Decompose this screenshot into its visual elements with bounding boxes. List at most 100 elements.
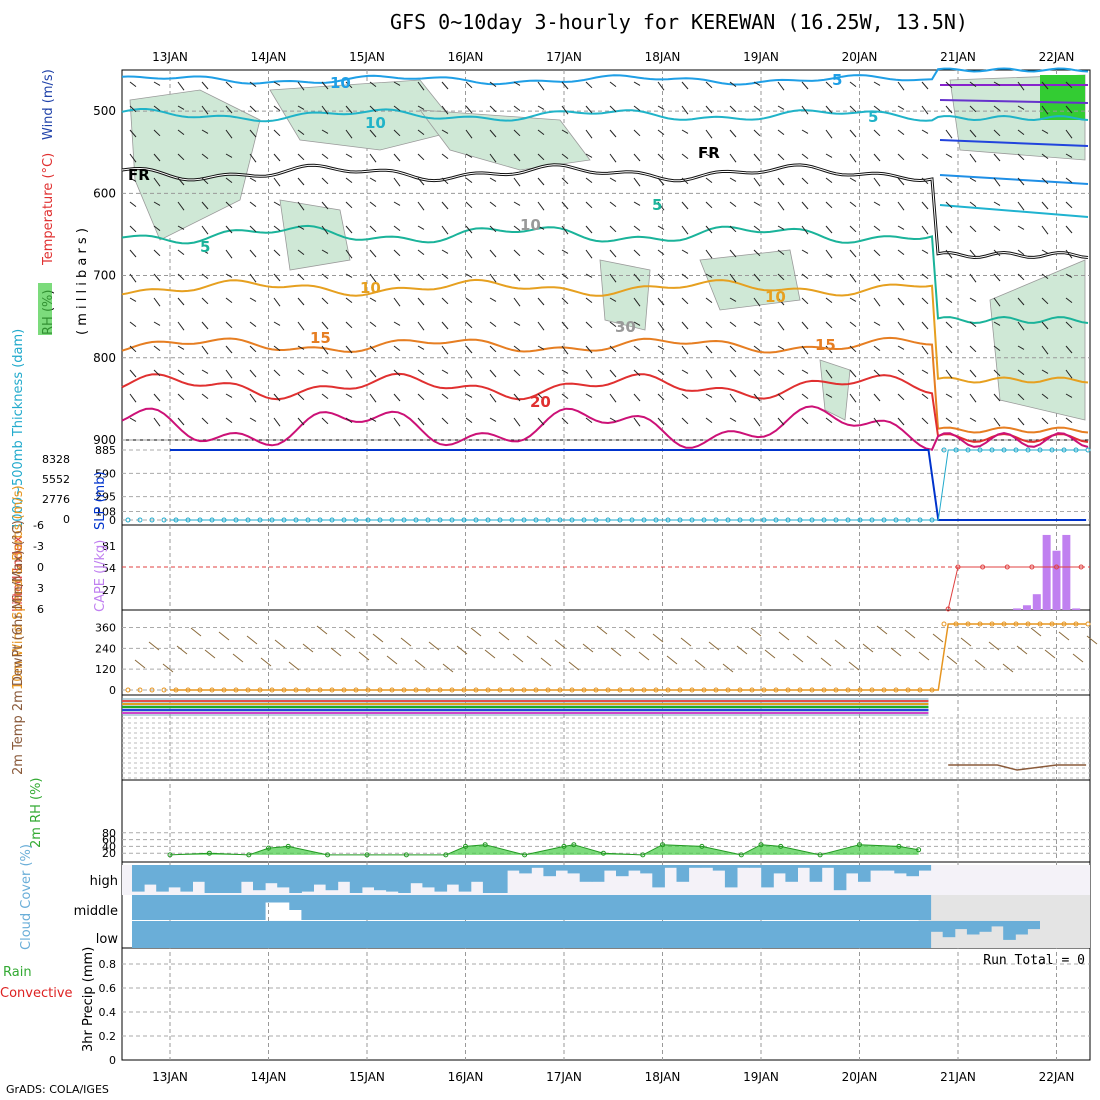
cloud-bar-middle (204, 895, 218, 920)
upper-wind-barb (681, 393, 689, 399)
cloud-bar-high (700, 865, 714, 868)
cloud-bar-low (579, 921, 593, 948)
upper-wind-barb (897, 201, 905, 211)
upper-wind-barb (633, 273, 641, 282)
thickness-marker (557, 517, 563, 523)
cloud-bar-middle (906, 895, 919, 920)
cloud-bar-low (361, 921, 375, 948)
upper-wind-barb (873, 225, 881, 231)
upper-wind-barb (753, 201, 761, 206)
slp-tick-label: 590 (95, 467, 116, 480)
cloud-bar-middle (652, 895, 665, 920)
upper-wind-barb (633, 153, 641, 162)
upper-wind-barb (825, 345, 833, 354)
cloud-bar-low (337, 921, 351, 948)
cloud-bar-middle (737, 895, 750, 920)
upper-wind-barb (345, 201, 353, 209)
upper-wind-barb (657, 273, 665, 281)
bottom-date-label: 22JAN (1039, 1070, 1075, 1084)
lifted-index-marker (945, 606, 951, 612)
lifted-index-marker (1054, 564, 1059, 570)
isotherm-5 (121, 224, 1089, 325)
upper-wind-barb (441, 129, 449, 134)
thickness-marker (473, 517, 479, 523)
upper-wind-barb (753, 369, 761, 377)
wind-speed-marker (521, 687, 527, 693)
upper-wind-barb (297, 345, 305, 350)
rh-shading-area (699, 249, 801, 311)
upper-wind-barb (1017, 417, 1025, 426)
upper-wind-barb (321, 321, 329, 330)
cloud-bar-middle (495, 895, 508, 920)
upper-wind-barb (153, 153, 161, 162)
upper-wind-barb (729, 249, 737, 258)
cloud-bar-high (555, 865, 569, 871)
rh-tick-label: 60 (102, 834, 116, 847)
upper-wind-barb (873, 321, 881, 326)
cloud-bar-middle (313, 895, 327, 920)
thickness-tick-label: 0 (63, 513, 70, 526)
wind-speed-marker (353, 687, 359, 693)
upper-wind-barb (441, 321, 449, 330)
grads-credit: GrADS: COLA/IGES (6, 1083, 109, 1096)
thickness-marker (689, 517, 695, 523)
cloud-bar-high (386, 865, 399, 892)
wind-speed-marker (737, 687, 743, 693)
upper-wind-barb (321, 417, 329, 425)
upper-wind-barb (393, 153, 401, 162)
cloud-bar-middle (591, 895, 605, 920)
upper-wind-barb (273, 273, 281, 282)
wind-barb (848, 661, 860, 671)
cloud-bar-low (761, 921, 774, 948)
thickness-tick-label: 8328 (42, 453, 70, 466)
upper-wind-barb (825, 225, 833, 234)
top-date-label: 21JAN (940, 50, 976, 64)
upper-wind-barb (417, 297, 425, 306)
upper-isotherm (939, 139, 1089, 147)
upper-wind-barb (417, 177, 425, 186)
upper-wind-barb (369, 177, 377, 182)
cloud-bar-low (398, 921, 411, 948)
upper-wind-barb (1017, 105, 1025, 110)
thickness-marker (437, 517, 443, 523)
cloud-layer-label: middle (74, 904, 118, 919)
thickness-marker (809, 517, 815, 523)
rh-marker (758, 842, 764, 848)
wind-speed-marker (941, 621, 947, 627)
wind-barb (862, 643, 874, 653)
rh-line (169, 844, 919, 856)
wind-barb (246, 635, 258, 645)
upper-wind-barb (801, 393, 809, 399)
wind-speed-marker (509, 687, 515, 693)
upper-wind-barb (537, 345, 545, 350)
upper-wind-barb (513, 225, 521, 231)
upper-wind-barb (921, 297, 929, 305)
wind-barb (540, 657, 552, 667)
run-total-label: Run Total = 0 (983, 953, 1085, 968)
thickness-marker (137, 517, 143, 523)
cloud-bar-high (688, 865, 702, 868)
rh2m-axis-label: 2m RH (%) (29, 777, 44, 848)
upper-wind-barb (345, 297, 353, 303)
upper-wind-barb (249, 345, 257, 353)
cloud-bar-high (132, 865, 145, 892)
upper-wind-barb (513, 201, 521, 206)
upper-wind-barb (153, 297, 161, 307)
upper-wind-barb (345, 129, 353, 139)
cloud-bar-low (676, 921, 690, 948)
upper-wind-barb (513, 273, 521, 282)
thickness-marker (365, 517, 371, 523)
upper-wind-barb (345, 321, 353, 329)
upper-wind-barb (345, 249, 353, 259)
upper-wind-barb (897, 345, 905, 350)
wind-barb (232, 653, 244, 663)
wind-barb (484, 649, 496, 659)
upper-wind-barb (729, 369, 737, 378)
upper-wind-barb (777, 81, 785, 91)
cloud-bar-high (531, 865, 544, 868)
cape-bar (1072, 608, 1081, 610)
cloud-bar-high (833, 865, 847, 891)
upper-wind-barb (897, 225, 905, 230)
upper-wind-barb (225, 249, 233, 259)
upper-wind-barb (513, 297, 521, 307)
